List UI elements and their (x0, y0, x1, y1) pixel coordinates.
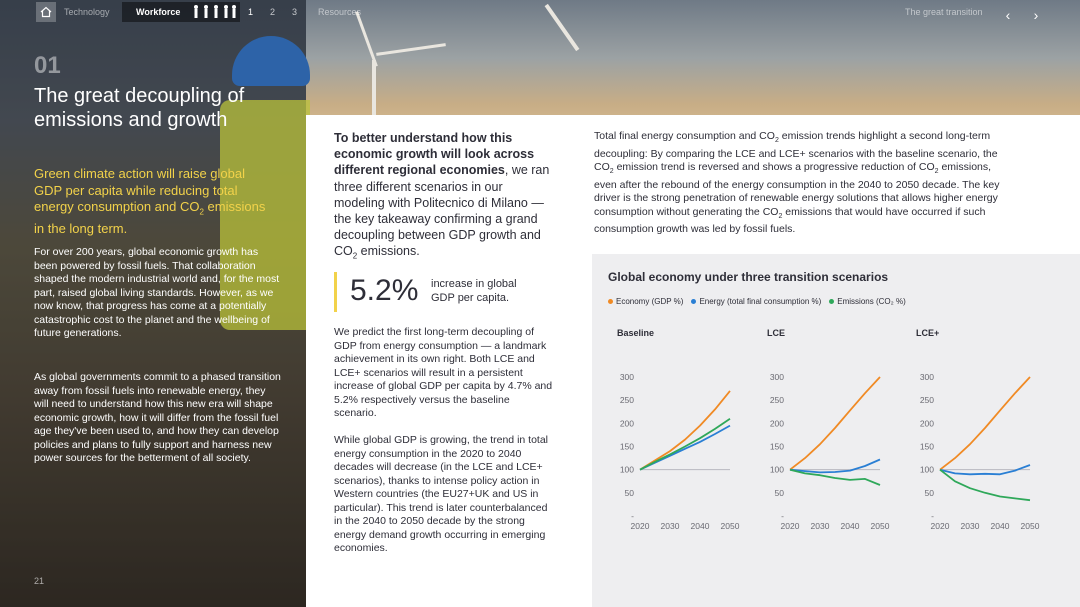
page-number: 21 (34, 576, 45, 586)
nav-section-label[interactable]: The great transition (905, 7, 983, 17)
page-link-2[interactable]: 2 (270, 7, 276, 17)
subscript: 2 (352, 251, 358, 261)
nav-item-label: Workforce (136, 7, 181, 17)
page-title: The great decoupling of emissions and gr… (34, 85, 245, 131)
stat-value: 5.2% (350, 274, 419, 307)
page-link-3[interactable]: 3 (292, 7, 298, 17)
panel-label-lce-plus: LCE+ (916, 328, 940, 338)
legend-dot (691, 299, 697, 304)
chart-title: Global economy under three transition sc… (608, 270, 889, 284)
middle-paragraph-1: We predict the first long-term decouplin… (334, 326, 553, 419)
home-button[interactable] (36, 2, 56, 22)
subscript: 2 (778, 212, 783, 220)
right-text: emission trends highlight a second long-… (594, 130, 998, 174)
legend-label: Economy (GDP %) (616, 297, 684, 306)
left-paragraph-1: For over 200 years, global economic grow… (34, 246, 280, 339)
right-text: Total final energy consumption and CO (594, 130, 775, 142)
subscript: 2 (934, 168, 939, 176)
legend-item-economy: Economy (GDP %) (608, 297, 683, 306)
highlight-statement: Green climate action will raise global G… (34, 166, 274, 238)
chart-legend: Economy (GDP %) Energy (total final cons… (608, 297, 906, 306)
lead-end: emissions. (357, 244, 420, 259)
stat-accent-bar (334, 272, 337, 312)
previous-button[interactable]: ‹ (999, 6, 1017, 24)
section-number: 01 (34, 52, 61, 79)
legend-label: Energy (total final consumption %) (699, 297, 822, 306)
wind-turbine-tower (372, 60, 376, 120)
legend-label: Emissions (CO₂ %) (837, 297, 906, 306)
chart-panel (592, 254, 1080, 607)
page-link-1[interactable]: 1 (248, 7, 254, 17)
highlight-text: Green climate action will raise global G… (34, 166, 245, 214)
nav-item-technology[interactable]: Technology (64, 7, 110, 17)
worker-vest (220, 100, 310, 330)
sky-background (306, 0, 1080, 130)
panel-label-lce: LCE (767, 328, 785, 338)
lead-bold: To better understand how this economic g… (334, 131, 535, 178)
stat-label: increase in global GDP per capita. (431, 278, 517, 304)
right-text: emissions, even after the rebound of the… (594, 161, 1000, 218)
subscript: 2 (199, 207, 204, 217)
chevron-right-icon: › (1033, 7, 1039, 23)
subscript: 2 (609, 168, 614, 176)
left-paragraph-2: As global governments commit to a phased… (34, 371, 281, 464)
highlight-text-end: emissions in the long term. (34, 199, 266, 237)
panel-label-baseline: Baseline (617, 328, 655, 338)
next-button[interactable]: › (1027, 6, 1045, 24)
legend-item-emissions: Emissions (CO₂ %) (829, 297, 906, 306)
lead-paragraph: To better understand how this economic g… (334, 130, 554, 265)
nav-item-resources[interactable]: Resources (318, 7, 362, 17)
right-text: emission trend is reversed and shows a p… (613, 161, 935, 174)
workers-silhouette-icon (194, 5, 236, 18)
nav-item-workforce[interactable]: Workforce (122, 2, 240, 22)
legend-dot (829, 299, 835, 304)
legend-item-energy: Energy (total final consumption %) (691, 297, 821, 306)
lead-text: , we ran three different scenarios in ou… (334, 163, 550, 259)
home-icon (40, 6, 52, 18)
middle-paragraph-2: While global GDP is growing, the trend i… (334, 434, 548, 554)
right-text: emissions that would have occurred if su… (594, 205, 986, 236)
legend-dot (608, 299, 613, 304)
top-navigation: Technology Workforce 1 2 3 Resources The… (0, 0, 1080, 26)
right-paragraph: Total final energy consumption and CO2 e… (594, 130, 1004, 237)
subscript: 2 (774, 137, 779, 145)
chevron-left-icon: ‹ (1005, 7, 1011, 23)
